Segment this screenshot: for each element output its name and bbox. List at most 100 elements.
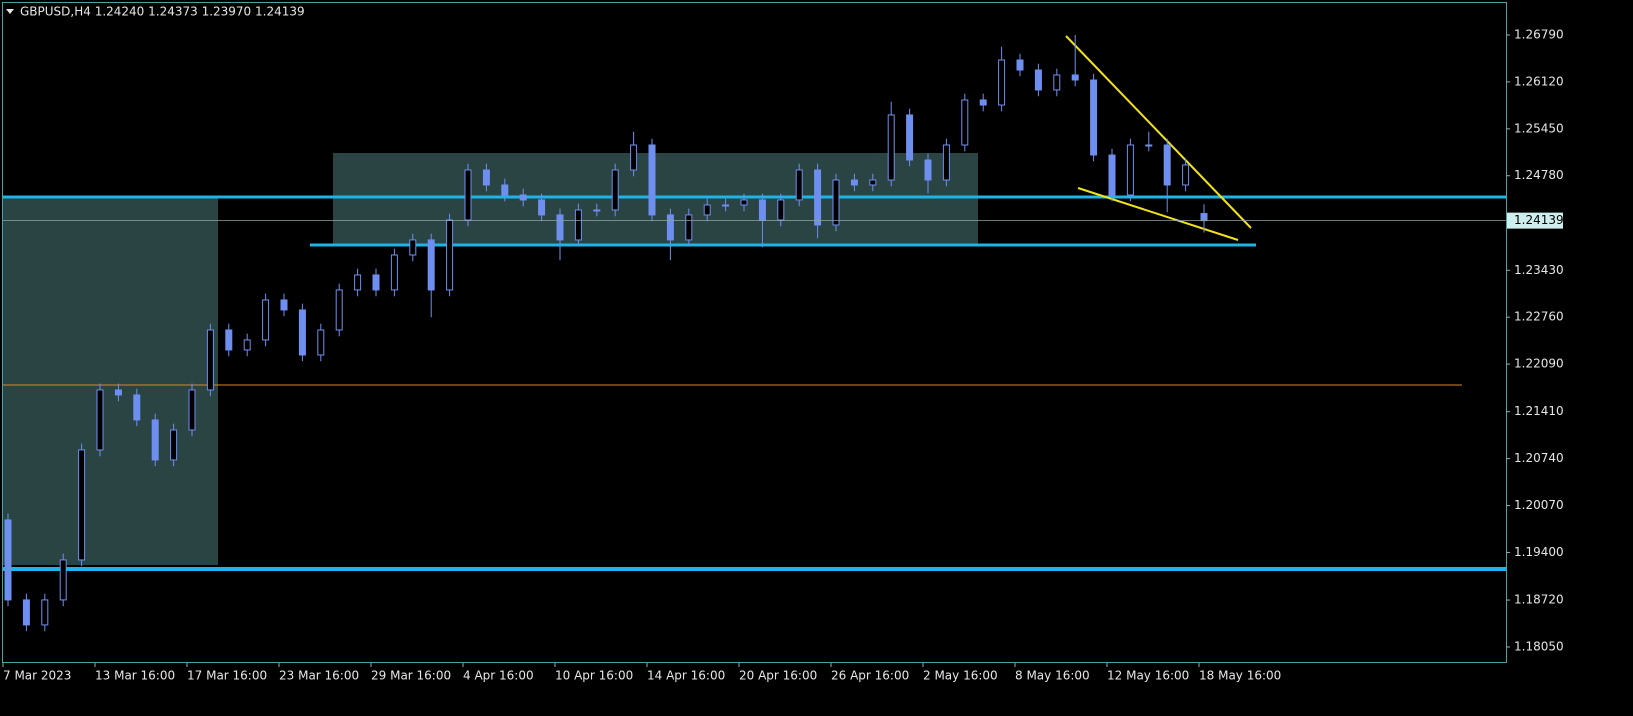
price-tag xyxy=(1507,212,1563,229)
candle-body xyxy=(1071,74,1079,81)
candle-body xyxy=(832,179,840,226)
candle-body xyxy=(96,389,104,451)
candle-body xyxy=(335,289,343,331)
candle-body xyxy=(538,199,546,216)
candle-body xyxy=(262,299,270,341)
candle-body xyxy=(593,209,601,212)
candle-body xyxy=(170,429,178,461)
candle-body xyxy=(611,169,619,211)
y-tick-label: 1.18050 xyxy=(1514,639,1564,653)
x-tick-label: 23 Mar 16:00 xyxy=(279,669,359,683)
candle-body xyxy=(1034,69,1042,91)
y-tick-label: 1.18720 xyxy=(1514,593,1564,607)
y-tick-label: 1.20740 xyxy=(1514,451,1564,465)
candle-body xyxy=(666,214,674,241)
x-tick-label: 8 May 16:00 xyxy=(1015,669,1090,683)
candle-body xyxy=(446,219,454,291)
candle-body xyxy=(78,449,86,561)
candle-body xyxy=(225,329,233,351)
menu-arrow[interactable] xyxy=(6,9,14,14)
y-tick-label: 1.20070 xyxy=(1514,498,1564,512)
candle-body xyxy=(574,209,582,241)
candle-body xyxy=(501,184,509,196)
candle-body xyxy=(354,274,362,291)
candle-body xyxy=(4,519,12,601)
candle-body xyxy=(703,204,711,216)
candle-body xyxy=(630,144,638,171)
price-tag-label: 1.24139 xyxy=(1514,213,1564,227)
x-tick-label: 20 Apr 16:00 xyxy=(739,669,817,683)
y-tick-label: 1.24780 xyxy=(1514,168,1564,182)
candle-body xyxy=(1016,59,1024,71)
candle-body xyxy=(758,199,766,221)
y-tick-label: 1.21410 xyxy=(1514,404,1564,418)
candle-body xyxy=(114,389,122,396)
zone-box xyxy=(3,197,218,565)
x-tick-label: 26 Apr 16:00 xyxy=(831,669,909,683)
candle-body xyxy=(887,114,895,181)
x-tick-label: 18 May 16:00 xyxy=(1199,669,1281,683)
candle-body xyxy=(850,179,858,186)
candle-body xyxy=(298,309,306,356)
candle-body xyxy=(961,99,969,146)
candle-body xyxy=(1163,144,1171,186)
candle-body xyxy=(777,199,785,221)
candle-body xyxy=(243,339,251,351)
candle-body xyxy=(482,169,490,186)
candle-body xyxy=(1126,144,1134,196)
x-tick-label: 12 May 16:00 xyxy=(1107,669,1189,683)
candle-body xyxy=(1053,74,1061,91)
y-tick-label: 1.26790 xyxy=(1514,27,1564,41)
candle-body xyxy=(685,214,693,241)
y-tick-label: 1.25450 xyxy=(1514,121,1564,135)
candle-body xyxy=(979,99,987,106)
candle-body xyxy=(317,329,325,356)
candle-body xyxy=(924,159,932,181)
chart-title: GBPUSD,H4 1.24240 1.24373 1.23970 1.2413… xyxy=(20,5,305,19)
candle-body xyxy=(409,239,417,256)
candle-body xyxy=(1200,213,1208,222)
x-tick-label: 14 Apr 16:00 xyxy=(647,669,725,683)
y-tick-label: 1.23430 xyxy=(1514,263,1564,277)
candle-body xyxy=(151,419,159,461)
x-tick-label: 2 May 16:00 xyxy=(923,669,998,683)
candle-body xyxy=(906,114,914,161)
candle-body xyxy=(372,274,380,291)
candle-body xyxy=(427,239,435,291)
x-tick-label: 17 Mar 16:00 xyxy=(187,669,267,683)
candle-body xyxy=(740,199,748,206)
candle-body xyxy=(188,389,196,431)
candle-body xyxy=(1182,164,1190,186)
candle-body xyxy=(648,144,656,216)
y-tick-label: 1.19400 xyxy=(1514,545,1564,559)
candle-body xyxy=(998,59,1006,106)
trend-line xyxy=(1077,187,1239,241)
x-tick-label: 29 Mar 16:00 xyxy=(371,669,451,683)
candle-body xyxy=(41,599,49,626)
candle-body xyxy=(814,169,822,226)
candle-body xyxy=(795,169,803,201)
x-tick-label: 7 Mar 2023 xyxy=(3,669,71,683)
candle-body xyxy=(556,214,564,241)
y-tick-label: 1.22760 xyxy=(1514,310,1564,324)
candle-body xyxy=(1108,154,1116,196)
candle-body xyxy=(1090,79,1098,156)
candle-body xyxy=(206,329,214,391)
x-tick-label: 13 Mar 16:00 xyxy=(95,669,175,683)
candle-body xyxy=(59,559,67,601)
candle-body xyxy=(280,299,288,311)
candle-body xyxy=(869,179,877,186)
candle-body xyxy=(22,599,30,626)
candle-body xyxy=(464,169,472,221)
candle-body xyxy=(390,254,398,291)
candle-body xyxy=(722,204,730,207)
candle-body xyxy=(519,194,527,201)
candle-body xyxy=(942,144,950,181)
trend-line xyxy=(1065,35,1252,229)
y-tick-label: 1.26120 xyxy=(1514,74,1564,88)
candle-body xyxy=(1145,144,1153,147)
y-tick-label: 1.22090 xyxy=(1514,357,1564,371)
